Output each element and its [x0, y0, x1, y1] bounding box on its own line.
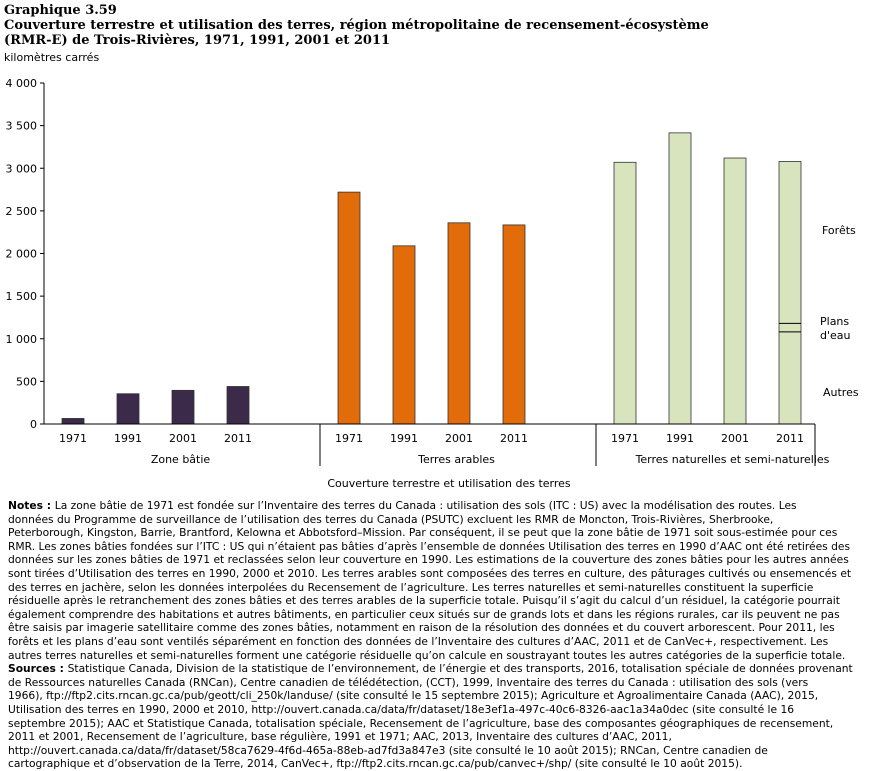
group-label: Terres arables	[417, 453, 495, 466]
chart-title-line-1: Couverture terrestre et utilisation des …	[4, 18, 709, 33]
x-tick-label: 1991	[390, 432, 418, 445]
y-tick-label: 1 000	[6, 333, 38, 346]
notes-line: RMR. Les zones bâties fondées sur l’ITC …	[8, 539, 851, 553]
y-axis: 0 500 1 000 1 500 2 000 2 500 3 000 3 500 4 000	[6, 77, 45, 431]
y-tick-label: 4 000	[6, 77, 38, 90]
notes-section: Notes : La zone bâtie de 1971 est fondée…	[8, 499, 866, 771]
x-tick-label: 1991	[114, 432, 142, 445]
sources-line-label: Sources :	[8, 662, 68, 676]
bar	[171, 389, 195, 425]
x-tick-label: 1991	[666, 432, 694, 445]
x-tick-label: 2001	[445, 432, 473, 445]
sources-line: septembre 2015); AAC et Statistique Cana…	[8, 716, 834, 730]
sources-block: Sources : Statistique Canada, Division d…	[8, 662, 866, 771]
y-tick-label: 0	[30, 418, 37, 431]
y-tick-label: 3 500	[6, 120, 38, 133]
annotation-forets: Forêts	[822, 224, 856, 237]
x-tick-label: 2011	[224, 432, 252, 445]
title-block: Graphique 3.59 Couverture terrestre et u…	[4, 3, 864, 48]
notes-line: Peterborough, Kingston, Barrie, Brantfor…	[8, 526, 838, 540]
bar	[226, 386, 250, 425]
sources-line: 1966), ftp://ftp2.cits.rncan.gc.ca/pub/g…	[8, 689, 819, 703]
x-tick-label: 1971	[611, 432, 639, 445]
graph-number: Graphique 3.59	[4, 3, 117, 18]
y-tick-label: 500	[16, 375, 37, 388]
annotation-deau: d'eau	[820, 329, 851, 342]
y-axis-units-label: kilomètres carrés	[4, 51, 100, 64]
sources-line: http://ouvert.canada.ca/data/fr/dataset/…	[8, 743, 768, 757]
bars	[61, 132, 802, 425]
x-axis-title: Couverture terrestre et utilisation des …	[327, 477, 571, 490]
sources-line: 2011 et 2001, Recensement de l’agricultu…	[8, 730, 672, 744]
notes-line: données sur les zones bâties de 1971 et …	[8, 553, 849, 567]
notes-line: sont tirées d’Utilisation des terres en …	[8, 566, 852, 580]
group-label: Zone bâtie	[151, 453, 211, 466]
notes-line: autres terres naturelles et semi-naturel…	[8, 648, 846, 662]
sources-line: de Ressources naturelles Canada (RNCan),…	[8, 675, 809, 689]
sources-line: Sources : Statistique Canada, Division d…	[8, 662, 853, 676]
annotation-autres: Autres	[823, 386, 859, 399]
sources-line: Utilisation des terres en 1990, 2000 et …	[8, 702, 795, 716]
notes-line: Notes : La zone bâtie de 1971 est fondée…	[8, 499, 797, 512]
notes-line-label: Notes :	[8, 499, 55, 512]
bar	[723, 157, 747, 425]
bar	[502, 224, 526, 425]
bar	[116, 393, 140, 425]
notes-line: des terres en jachère, selon les données…	[8, 580, 814, 594]
notes-line: résiduelle après le retranchement des zo…	[8, 594, 840, 608]
x-tick-label: 1971	[335, 432, 363, 445]
x-tick-label: 2011	[500, 432, 528, 445]
notes-line: être saisis par imagerie satellitaire co…	[8, 621, 835, 635]
y-tick-label: 2 500	[6, 205, 38, 218]
bar	[337, 191, 361, 425]
bar	[668, 132, 692, 425]
x-tick-label: 1971	[59, 432, 87, 445]
group-label: Terres naturelles et semi-naturelles	[635, 453, 830, 466]
notes-line: forêts et les plans d’eau sont ventilés …	[8, 634, 829, 648]
x-tick-label: 2011	[776, 432, 804, 445]
notes-block: Notes : La zone bâtie de 1971 est fondée…	[8, 499, 866, 662]
annotation-plans: Plans	[820, 315, 849, 328]
bar	[392, 245, 416, 425]
x-axis: 1971 1991 2001 2011 Zone bâtie 1971 1991 2001 20…	[44, 423, 830, 466]
notes-line: données du Programme de surveillance de …	[8, 512, 774, 526]
y-tick-label: 1 500	[6, 290, 38, 303]
notes-line: également comprendre des habitations et …	[8, 607, 840, 621]
bar	[61, 418, 85, 425]
bar	[613, 161, 637, 425]
y-tick-label: 3 000	[6, 162, 38, 175]
bar	[778, 161, 802, 425]
x-tick-label: 2001	[169, 432, 197, 445]
y-tick-label: 2 000	[6, 248, 38, 261]
x-tick-label: 2001	[721, 432, 749, 445]
sources-line: cartographique et d’observation de la Te…	[8, 757, 743, 771]
chart-title-line-2: (RMR-E) de Trois-Rivières, 1971, 1991, 2…	[4, 33, 391, 48]
bar	[447, 222, 471, 425]
